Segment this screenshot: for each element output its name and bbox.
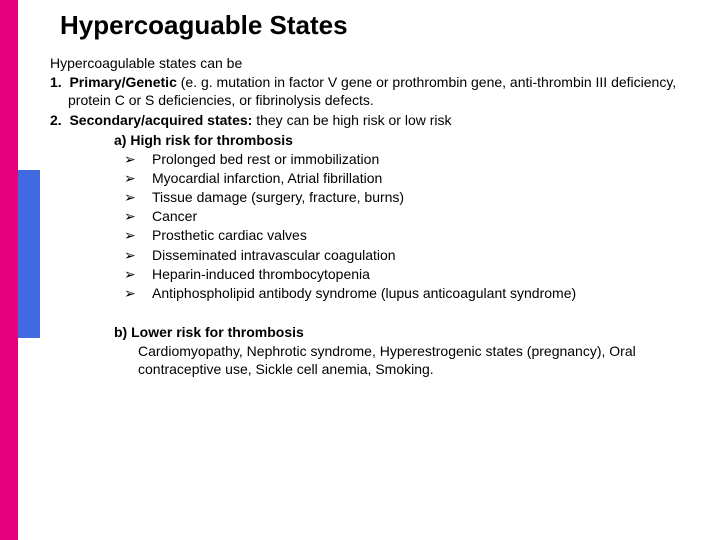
left-stripe-magenta bbox=[0, 0, 18, 540]
bullet-arrow-icon: ➢ bbox=[140, 207, 152, 225]
bullet-arrow-icon: ➢ bbox=[140, 188, 152, 206]
high-risk-item-text: Heparin-induced thrombocytopenia bbox=[152, 266, 370, 282]
bullet-arrow-icon: ➢ bbox=[140, 284, 152, 302]
high-risk-list: ➢Prolonged bed rest or immobilization➢My… bbox=[56, 150, 706, 303]
high-risk-item: ➢Myocardial infarction, Atrial fibrillat… bbox=[140, 169, 706, 187]
list-item-secondary: 2. Secondary/acquired states: they can b… bbox=[50, 111, 706, 129]
high-risk-item: ➢Heparin-induced thrombocytopenia bbox=[140, 265, 706, 283]
bullet-arrow-icon: ➢ bbox=[140, 226, 152, 244]
left-stripe-blue bbox=[18, 170, 40, 338]
high-risk-item: ➢Disseminated intravascular coagulation bbox=[140, 246, 706, 264]
high-risk-item: ➢Antiphospholipid antibody syndrome (lup… bbox=[140, 284, 706, 302]
high-risk-item-text: Myocardial infarction, Atrial fibrillati… bbox=[152, 170, 382, 186]
high-risk-item-text: Tissue damage (surgery, fracture, burns) bbox=[152, 189, 404, 205]
high-risk-item-text: Prosthetic cardiac valves bbox=[152, 227, 307, 243]
primary-label: Primary/Genetic bbox=[69, 74, 176, 90]
secondary-label: Secondary/acquired states: bbox=[69, 112, 252, 128]
intro-line: Hypercoagulable states can be bbox=[50, 55, 706, 71]
lower-risk-header: b) Lower risk for thrombosis bbox=[114, 324, 706, 340]
high-risk-item: ➢Prolonged bed rest or immobilization bbox=[140, 150, 706, 168]
high-risk-item-text: Prolonged bed rest or immobilization bbox=[152, 151, 379, 167]
high-risk-item-text: Cancer bbox=[152, 208, 197, 224]
bullet-arrow-icon: ➢ bbox=[140, 246, 152, 264]
high-risk-item-text: Disseminated intravascular coagulation bbox=[152, 247, 396, 263]
high-risk-header: a) High risk for thrombosis bbox=[114, 132, 706, 148]
high-risk-item-text: Antiphospholipid antibody syndrome (lupu… bbox=[152, 285, 576, 301]
list-item-primary: 1. Primary/Genetic (e. g. mutation in fa… bbox=[50, 73, 706, 109]
slide-title: Hypercoaguable States bbox=[60, 10, 706, 41]
list-num-1: 1. bbox=[50, 74, 62, 90]
slide-content: Hypercoaguable States Hypercoagulable st… bbox=[56, 10, 706, 378]
high-risk-item: ➢Cancer bbox=[140, 207, 706, 225]
high-risk-item: ➢Prosthetic cardiac valves bbox=[140, 226, 706, 244]
bullet-arrow-icon: ➢ bbox=[140, 150, 152, 168]
bullet-arrow-icon: ➢ bbox=[140, 265, 152, 283]
secondary-rest: they can be high risk or low risk bbox=[252, 112, 451, 128]
bullet-arrow-icon: ➢ bbox=[140, 169, 152, 187]
list-num-2: 2. bbox=[50, 112, 62, 128]
high-risk-item: ➢Tissue damage (surgery, fracture, burns… bbox=[140, 188, 706, 206]
lower-risk-body: Cardiomyopathy, Nephrotic syndrome, Hype… bbox=[138, 342, 706, 378]
